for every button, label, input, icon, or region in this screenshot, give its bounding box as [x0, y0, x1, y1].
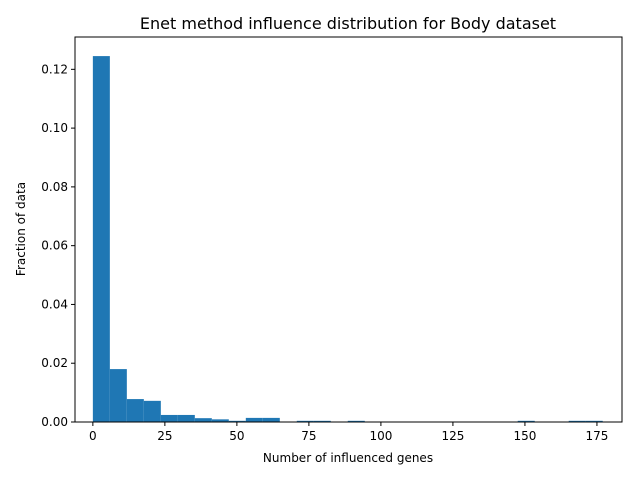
chart-title: Enet method influence distribution for B… — [140, 14, 556, 33]
histogram-bar — [517, 420, 535, 422]
histogram-bar — [296, 420, 314, 422]
histogram-bar — [109, 369, 127, 422]
y-ticks-group: 0.00 0.02 0.04 0.06 0.08 0.10 0.12 — [41, 62, 75, 429]
histogram-bar — [347, 420, 365, 422]
x-tick-label: 100 — [369, 429, 392, 443]
histogram-bar — [585, 420, 603, 422]
y-axis-label: Fraction of data — [14, 182, 28, 276]
x-tick-label: 75 — [301, 429, 316, 443]
x-tick-label: 25 — [157, 429, 172, 443]
histogram-bar — [194, 418, 212, 422]
histogram-bar — [228, 420, 246, 422]
bars-group — [92, 56, 603, 422]
histogram-bar — [92, 56, 110, 422]
histogram-bar — [177, 414, 195, 422]
x-tick-label: 50 — [229, 429, 244, 443]
x-tick-label: 150 — [513, 429, 536, 443]
histogram-bar — [211, 419, 229, 422]
y-tick-label: 0.00 — [41, 415, 68, 429]
histogram-bar — [143, 400, 161, 422]
y-tick-label: 0.02 — [41, 356, 68, 370]
axes-frame — [74, 36, 623, 423]
histogram-bar — [568, 420, 586, 422]
x-tick-label: 175 — [585, 429, 608, 443]
y-tick-label: 0.04 — [41, 297, 68, 311]
x-ticks-group: 0 25 50 75 100 125 150 175 — [89, 422, 608, 443]
histogram-bar — [262, 417, 280, 422]
y-tick-label: 0.08 — [41, 180, 68, 194]
histogram-bar — [245, 417, 263, 422]
y-tick-label: 0.12 — [41, 62, 68, 76]
histogram-bar — [160, 414, 178, 422]
x-axis-label: Number of influenced genes — [263, 451, 433, 465]
histogram-bar — [313, 420, 331, 422]
histogram-bar — [126, 399, 144, 422]
y-tick-label: 0.06 — [41, 239, 68, 253]
y-tick-label: 0.10 — [41, 121, 68, 135]
x-tick-label: 0 — [89, 429, 97, 443]
x-tick-label: 125 — [441, 429, 464, 443]
